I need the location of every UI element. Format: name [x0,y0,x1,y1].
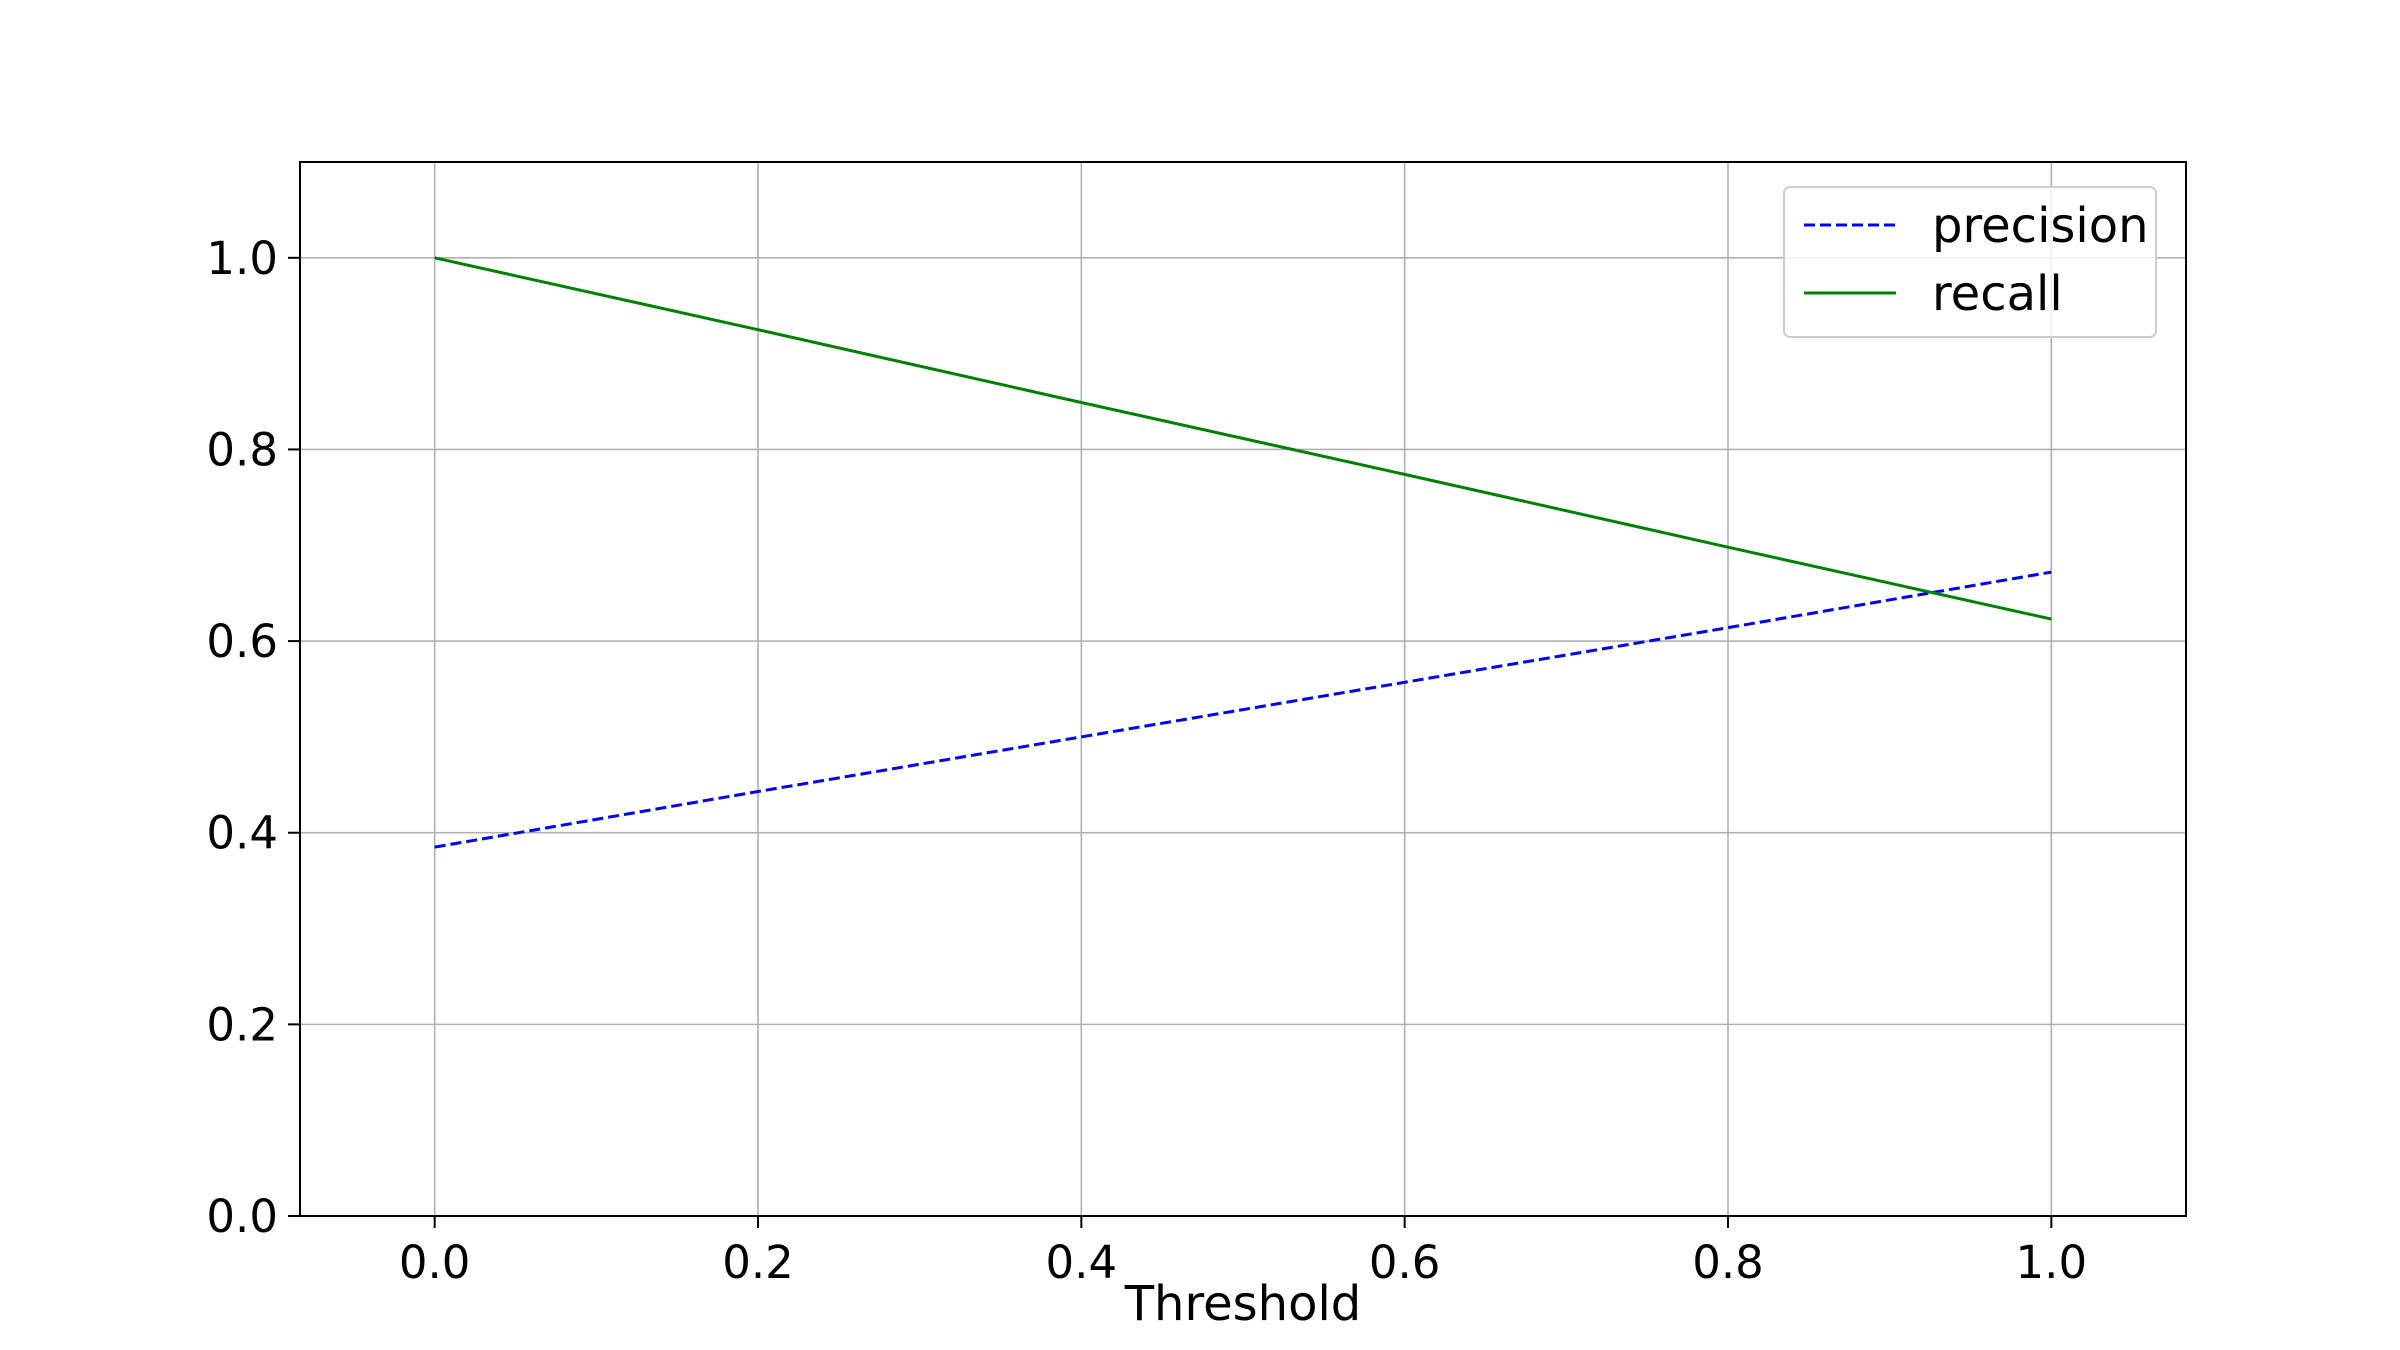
ticks: 0.0 0.2 0.4 0.6 0.8 1.0 0.0 0.2 0.4 0.6 0.8 1.0 [206,232,2087,1289]
plot-frame [299,161,2187,1217]
y-tick-label: 0.8 [206,423,278,476]
x-tick-label: 0.4 [1046,1236,1118,1289]
y-tick-label: 0.6 [206,615,278,668]
legend: precision recall [1783,186,2157,338]
x-tick-label: 1.0 [2016,1236,2088,1289]
y-tick-label: 1.0 [206,232,278,285]
legend-label-recall: recall [1932,266,2063,322]
legend-label-precision: precision [1932,198,2149,254]
precision-line [434,570,2052,849]
y-tick-label: 0.4 [206,807,278,860]
x-tick-label: 0.8 [1692,1236,1764,1289]
x-tick-label: 0.0 [399,1236,471,1289]
x-tick-label: 0.2 [722,1236,794,1289]
y-tick-label: 0.0 [206,1190,278,1243]
y-tick-label: 0.2 [206,998,278,1051]
recall-line [434,256,2052,621]
x-tick-label: 0.6 [1369,1236,1441,1289]
series-lines [434,256,2052,849]
x-axis-label: Threshold [1124,1276,1362,1332]
